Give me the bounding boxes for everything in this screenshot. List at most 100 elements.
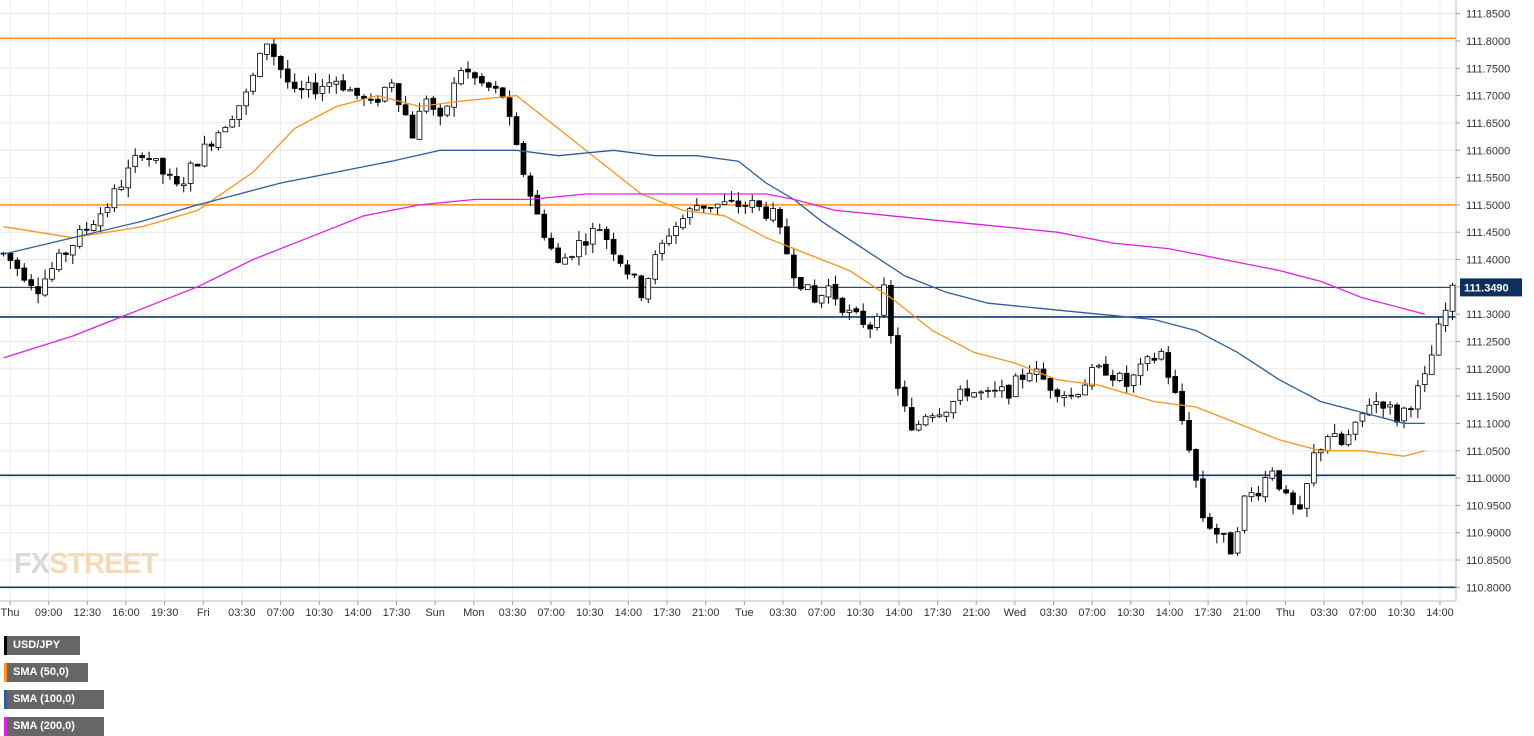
candle-body [1269,470,1276,479]
x-tick-label: 09:00 [35,607,63,619]
last-price-badge [1460,278,1522,297]
candle-body [576,240,582,258]
candle-body [1290,492,1296,506]
candle-body [853,308,860,313]
candle-body [756,200,763,207]
candle-body [264,43,270,55]
y-tick-label: 110.8000 [1466,582,1511,594]
legend-item-usdjpy[interactable]: USD/JPY [4,636,80,655]
candle-body [194,163,201,167]
candle-body [305,82,312,91]
y-tick-label: 111.8500 [1466,9,1510,21]
candle-body [7,252,14,261]
candle-body [104,207,111,213]
candle-body [645,278,652,300]
candle-body [333,80,340,85]
legend-item-sma-100[interactable]: SMA (100,0) [4,690,104,709]
candle-body [472,72,478,79]
candle-body [277,56,284,70]
candle-body [763,206,769,219]
candle-body [1012,375,1019,398]
x-tick-label: 14:00 [1156,607,1184,619]
candle-body [1096,365,1102,368]
candle-body [1075,394,1081,397]
x-tick-label: Thu [1276,607,1295,619]
candle-body [111,188,118,209]
candle-body [1241,495,1248,531]
candle-body [520,143,527,175]
candle-body [409,114,416,139]
candle-body [1220,532,1227,535]
candle-body [222,126,229,133]
candle-body [1442,309,1449,327]
candle-body [680,218,686,229]
candle-body [583,241,589,246]
candle-body [562,257,568,265]
candle-body [950,401,957,414]
candle-body [534,194,541,215]
candle-body [603,228,610,241]
candle-body [1394,404,1400,423]
x-tick-label: 17:30 [924,607,952,619]
candle-body [846,309,853,313]
candle-body [908,407,915,431]
candle-body [187,162,194,184]
y-tick-label: 111.3000 [1466,309,1510,321]
candle-body [153,158,159,161]
candle-body [1324,436,1331,451]
x-tick-label: 17:30 [1194,607,1222,619]
candle-body [180,183,187,186]
candle-body [978,391,984,394]
candle-body [992,389,998,392]
candle-body [700,205,707,209]
candle-body [347,89,353,92]
candle-body [596,229,603,232]
candle-body [437,107,444,117]
candle-body [492,85,499,89]
candle-body [1207,516,1213,529]
candle-body [638,275,645,299]
x-tick-label: 14:00 [1426,607,1454,619]
candle-body [867,324,873,330]
candle-body [874,315,880,328]
x-tick-label: 17:30 [653,607,681,619]
x-tick-label: Sun [425,607,445,619]
legend-item-sma-50[interactable]: SMA (50,0) [4,663,88,682]
candle-body [1158,350,1165,360]
x-tick-label: 14:00 [885,607,913,619]
candle-body [69,245,76,256]
candle-body [1116,372,1123,381]
candle-body [35,286,41,295]
candle-body [929,415,936,418]
candle-body [1283,489,1289,494]
candle-body [236,105,243,120]
candle-body [707,207,714,209]
candle-body [132,155,139,168]
candle-body [1408,408,1414,411]
candle-body [1054,389,1061,397]
x-tick-label: 10:30 [305,607,333,619]
candle-body [1047,378,1054,391]
candle-body [1026,372,1033,382]
x-tick-label: 21:00 [1233,607,1261,619]
legend-item-sma-200[interactable]: SMA (200,0) [4,717,104,736]
x-tick-label: 10:30 [847,607,875,619]
candle-body [1165,352,1172,378]
candle-body [312,82,319,95]
candle-body [49,268,55,280]
candle-body [610,238,617,255]
candle-body [770,208,776,221]
x-tick-label: 03:30 [228,607,256,619]
candle-body [458,70,464,85]
candle-body [1151,357,1158,361]
candle-body [173,175,180,185]
y-tick-label: 110.9500 [1466,500,1511,512]
candle-body [839,297,846,313]
x-tick-label: 10:30 [576,607,604,619]
candle-body [555,247,561,263]
candle-body [957,388,964,401]
x-tick-label: 10:30 [1117,607,1145,619]
candle-body [388,82,395,88]
y-tick-label: 111.5500 [1466,173,1510,185]
candle-body [451,82,457,108]
